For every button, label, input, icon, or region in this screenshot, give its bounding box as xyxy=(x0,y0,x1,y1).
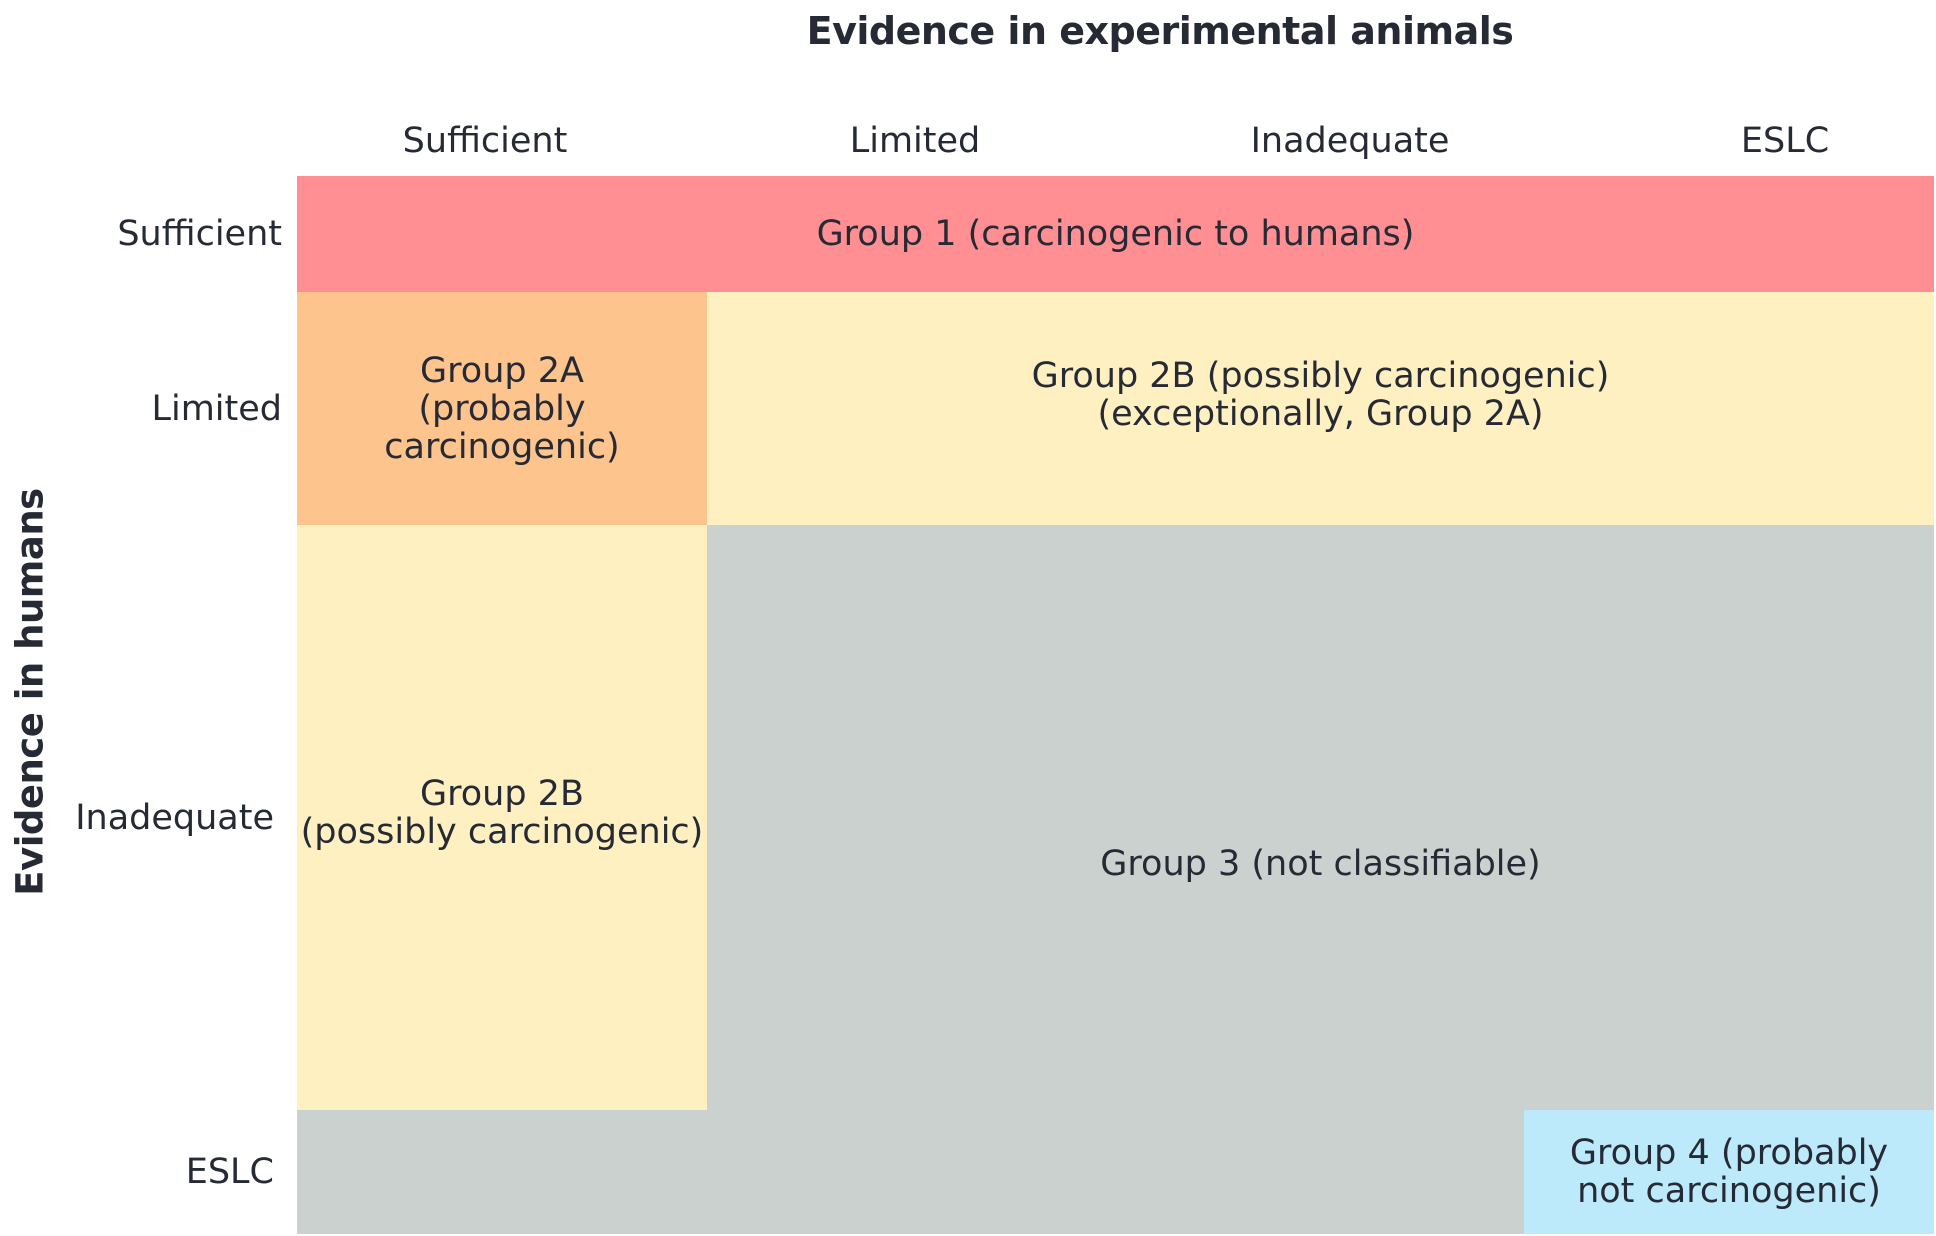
row-header-sufficient: Sufficient xyxy=(60,176,282,292)
group-2b-sufficient-label: Group 2B (possibly carcinogenic) xyxy=(300,774,704,852)
group-2a-cell: Group 2A (probably carcinogenic) xyxy=(297,292,707,525)
row-header-sufficient-label: Sufficient xyxy=(117,214,282,254)
group-2b-limited-cell: Group 2B (possibly carcinogenic) (except… xyxy=(707,292,1934,525)
group-1-cell: Group 1 (carcinogenic to humans) xyxy=(297,176,1934,292)
side-axis-title-text: Evidence in humans xyxy=(8,488,52,896)
column-header-inadequate: Inadequate xyxy=(1250,121,1450,161)
group-4-label: Group 4 (probably not carcinogenic) xyxy=(1569,1133,1889,1211)
group-3-label: Group 3 (not classifiable) xyxy=(1100,843,1541,884)
row-header-limited-label: Limited xyxy=(151,388,282,429)
row-header-limited: Limited xyxy=(60,292,282,525)
group-3-cell: Group 3 (not classifiable) xyxy=(707,525,1934,1110)
group-3-eslc-row-cell xyxy=(297,1110,1524,1234)
top-axis-title: Evidence in experimental animals xyxy=(806,9,1514,53)
group-2a-label: Group 2A (probably carcinogenic) xyxy=(384,350,620,467)
column-header-limited: Limited xyxy=(849,121,981,161)
row-header-eslc-label: ESLC xyxy=(185,1152,274,1192)
column-header-sufficient: Sufficient xyxy=(402,121,568,161)
row-header-inadequate: Inadequate xyxy=(60,525,274,1110)
group-2b-limited-label: Group 2B (possibly carcinogenic) (except… xyxy=(1031,356,1610,434)
group-2b-sufficient-cell: Group 2B (possibly carcinogenic) xyxy=(297,525,707,1110)
row-header-eslc: ESLC xyxy=(60,1110,274,1234)
group-1-label: Group 1 (carcinogenic to humans) xyxy=(816,214,1415,254)
group-4-cell: Group 4 (probably not carcinogenic) xyxy=(1524,1110,1934,1234)
column-header-eslc: ESLC xyxy=(1740,121,1830,161)
row-header-inadequate-label: Inadequate xyxy=(75,797,274,838)
